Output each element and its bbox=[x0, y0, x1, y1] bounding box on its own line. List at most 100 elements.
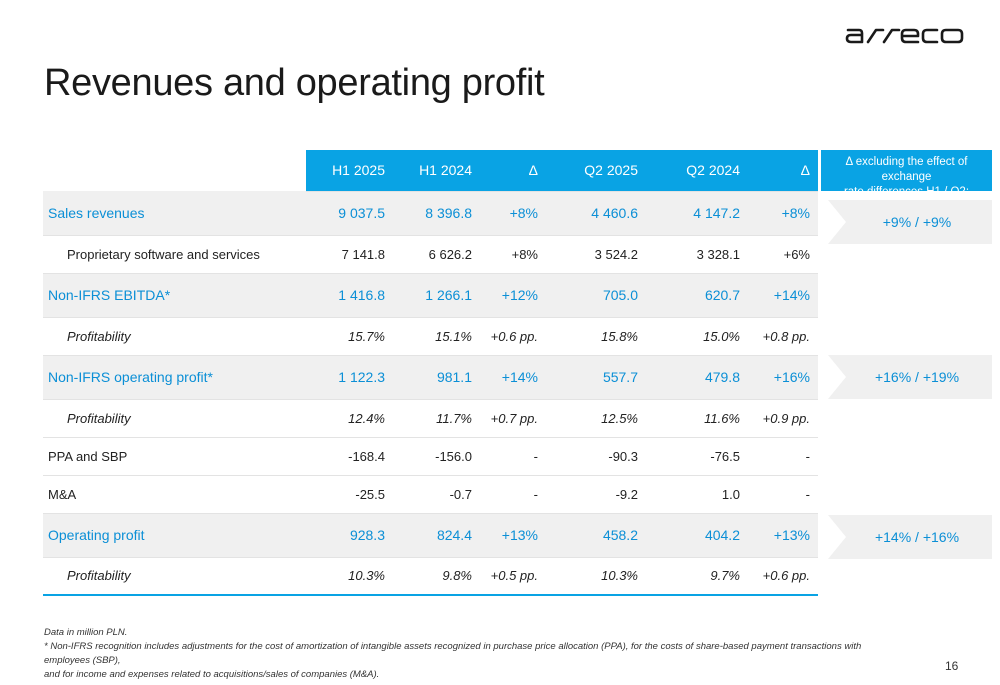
header-delta-q2: Δ bbox=[748, 150, 818, 192]
cell: 1 122.3 bbox=[306, 355, 393, 400]
cell: 458.2 bbox=[546, 513, 646, 558]
cell: 981.1 bbox=[393, 355, 480, 400]
cell: +0.6 pp. bbox=[748, 557, 818, 596]
row-label: Sales revenues bbox=[43, 191, 306, 236]
footnote-non-ifrs-cont: and for income and expenses related to a… bbox=[44, 669, 380, 680]
cell: +8% bbox=[748, 191, 818, 236]
cell: 11.6% bbox=[646, 399, 748, 438]
cell: 7 141.8 bbox=[306, 235, 393, 274]
cell: 8 396.8 bbox=[393, 191, 480, 236]
cell: -0.7 bbox=[393, 475, 480, 514]
cell: 557.7 bbox=[546, 355, 646, 400]
table-row: M&A -25.5 -0.7 - -9.2 1.0 - bbox=[43, 475, 818, 514]
header-delta-h1: Δ bbox=[480, 150, 546, 192]
cell: 6 626.2 bbox=[393, 235, 480, 274]
table-row: Proprietary software and services 7 141.… bbox=[43, 235, 818, 274]
table-row: Sales revenues 9 037.5 8 396.8 +8% 4 460… bbox=[43, 191, 818, 236]
cell: 479.8 bbox=[646, 355, 748, 400]
cell: - bbox=[748, 437, 818, 476]
cell: 928.3 bbox=[306, 513, 393, 558]
page-title: Revenues and operating profit bbox=[44, 62, 545, 104]
cell: -9.2 bbox=[546, 475, 646, 514]
row-label: Operating profit bbox=[43, 513, 306, 558]
footnotes: Data in million PLN. * Non-IFRS recognit… bbox=[44, 626, 864, 682]
financial-table: H1 2025 H1 2024 Δ Q2 2025 Q2 2024 Δ Sale… bbox=[43, 150, 818, 596]
cell: - bbox=[480, 475, 546, 514]
cell: +0.5 pp. bbox=[480, 557, 546, 596]
table-row: Profitability 10.3% 9.8% +0.5 pp. 10.3% … bbox=[43, 557, 818, 596]
table-row: PPA and SBP -168.4 -156.0 - -90.3 -76.5 … bbox=[43, 437, 818, 476]
cell: +14% bbox=[748, 273, 818, 318]
cell: +13% bbox=[480, 513, 546, 558]
cell: -168.4 bbox=[306, 437, 393, 476]
cell: 404.2 bbox=[646, 513, 748, 558]
page-number: 16 bbox=[945, 659, 959, 673]
cell: 10.3% bbox=[306, 557, 393, 596]
cell: 11.7% bbox=[393, 399, 480, 438]
cell: 15.7% bbox=[306, 317, 393, 356]
table-row: Non-IFRS operating profit* 1 122.3 981.1… bbox=[43, 355, 818, 400]
table-row: Profitability 12.4% 11.7% +0.7 pp. 12.5%… bbox=[43, 399, 818, 438]
table-header-row: H1 2025 H1 2024 Δ Q2 2025 Q2 2024 Δ bbox=[43, 150, 818, 192]
footnote-units: Data in million PLN. bbox=[44, 627, 128, 638]
cell: 4 147.2 bbox=[646, 191, 748, 236]
cell: 9.8% bbox=[393, 557, 480, 596]
table-row: Profitability 15.7% 15.1% +0.6 pp. 15.8%… bbox=[43, 317, 818, 356]
row-label: Profitability bbox=[43, 399, 306, 438]
header-q2-2024: Q2 2024 bbox=[646, 150, 748, 192]
row-label: Profitability bbox=[43, 317, 306, 356]
row-label: Non-IFRS EBITDA* bbox=[43, 273, 306, 318]
row-label: PPA and SBP bbox=[43, 437, 306, 476]
cell: - bbox=[748, 475, 818, 514]
cell: 3 328.1 bbox=[646, 235, 748, 274]
cell: 1 266.1 bbox=[393, 273, 480, 318]
cell: 9 037.5 bbox=[306, 191, 393, 236]
cell: +0.8 pp. bbox=[748, 317, 818, 356]
cell: +16% bbox=[748, 355, 818, 400]
cell: -156.0 bbox=[393, 437, 480, 476]
table-row: Non-IFRS EBITDA* 1 416.8 1 266.1 +12% 70… bbox=[43, 273, 818, 318]
cell: 15.8% bbox=[546, 317, 646, 356]
cell: -90.3 bbox=[546, 437, 646, 476]
row-label: Non-IFRS operating profit* bbox=[43, 355, 306, 400]
cell: +12% bbox=[480, 273, 546, 318]
fx-effect-header: Δ excluding the effect of exchange rate … bbox=[821, 150, 992, 198]
cell: 15.1% bbox=[393, 317, 480, 356]
cell: +8% bbox=[480, 191, 546, 236]
cell: 15.0% bbox=[646, 317, 748, 356]
cell: 10.3% bbox=[546, 557, 646, 596]
cell: 4 460.6 bbox=[546, 191, 646, 236]
cell: 3 524.2 bbox=[546, 235, 646, 274]
header-q2-2025: Q2 2025 bbox=[546, 150, 646, 192]
cell: 1 416.8 bbox=[306, 273, 393, 318]
header-blank bbox=[43, 150, 306, 191]
row-label: M&A bbox=[43, 475, 306, 514]
cell: +0.7 pp. bbox=[480, 399, 546, 438]
cell: 9.7% bbox=[646, 557, 748, 596]
cell: -25.5 bbox=[306, 475, 393, 514]
cell: +8% bbox=[480, 235, 546, 274]
cell: 824.4 bbox=[393, 513, 480, 558]
cell: +6% bbox=[748, 235, 818, 274]
fx-badge-operating-profit: +14% / +16% bbox=[828, 515, 992, 559]
cell: 705.0 bbox=[546, 273, 646, 318]
cell: 12.4% bbox=[306, 399, 393, 438]
header-h1-2024: H1 2024 bbox=[393, 150, 480, 192]
table-row: Operating profit 928.3 824.4 +13% 458.2 … bbox=[43, 513, 818, 558]
row-label: Profitability bbox=[43, 557, 306, 596]
cell: +0.9 pp. bbox=[748, 399, 818, 438]
asseco-logo bbox=[844, 22, 966, 50]
cell: +13% bbox=[748, 513, 818, 558]
cell: - bbox=[480, 437, 546, 476]
cell: +0.6 pp. bbox=[480, 317, 546, 356]
cell: 1.0 bbox=[646, 475, 748, 514]
cell: 12.5% bbox=[546, 399, 646, 438]
cell: 620.7 bbox=[646, 273, 748, 318]
fx-badge-non-ifrs-operating-profit: +16% / +19% bbox=[828, 355, 992, 399]
footnote-non-ifrs: * Non-IFRS recognition includes adjustme… bbox=[44, 641, 862, 666]
cell: -76.5 bbox=[646, 437, 748, 476]
header-h1-2025: H1 2025 bbox=[306, 150, 393, 192]
fx-header-line2: rate differences H1 / Q2: bbox=[843, 186, 970, 198]
fx-header-line1: Δ excluding the effect of exchange bbox=[845, 156, 968, 183]
cell: +14% bbox=[480, 355, 546, 400]
